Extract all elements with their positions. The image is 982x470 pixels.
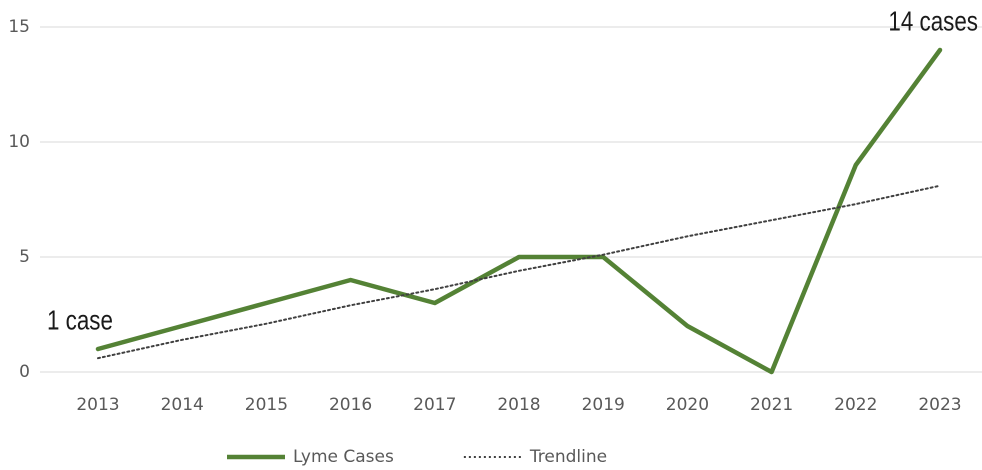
legend-label: Trendline: [529, 447, 607, 467]
y-tick-label: 5: [19, 247, 30, 267]
x-tick-label: 2014: [161, 395, 204, 415]
x-tick-label: 2019: [582, 395, 625, 415]
x-tick-label: 2016: [329, 395, 372, 415]
x-tick-label: 2015: [245, 395, 288, 415]
y-tick-label: 15: [8, 17, 30, 37]
legend-label: Lyme Cases: [293, 447, 394, 467]
x-tick-label: 2017: [413, 395, 456, 415]
series-line: [97, 184, 941, 360]
series-line: [95, 47, 943, 375]
x-tick-label: 2020: [666, 395, 709, 415]
x-tick-label: 2013: [76, 395, 119, 415]
x-tick-label: 2022: [834, 395, 877, 415]
y-tick-label: 10: [8, 132, 30, 152]
x-tick-label: 2018: [497, 395, 540, 415]
x-tick-label: 2023: [918, 395, 961, 415]
y-tick-label: 0: [19, 362, 30, 382]
annotation: 1 case: [47, 305, 113, 336]
annotation: 14 cases: [888, 6, 978, 37]
x-tick-label: 2021: [750, 395, 793, 415]
